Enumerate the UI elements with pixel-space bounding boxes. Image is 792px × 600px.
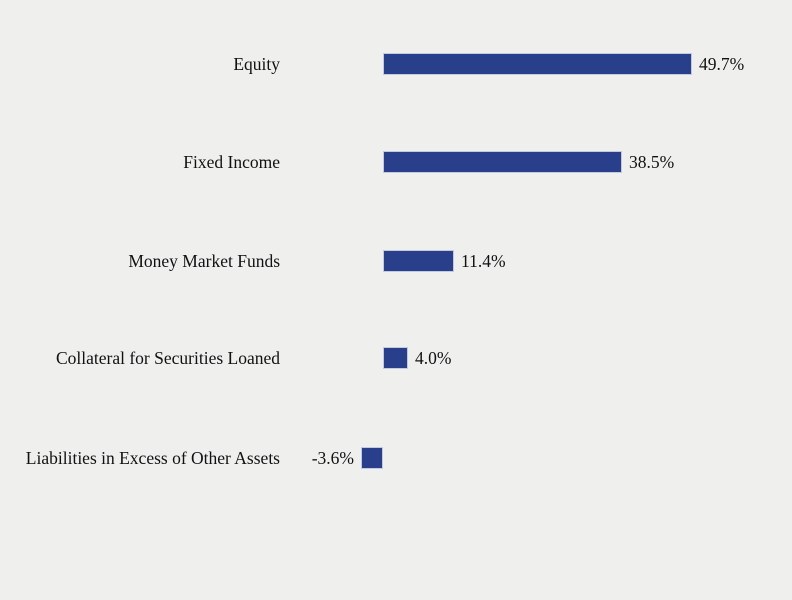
category-label: Fixed Income [183,152,280,172]
value-label: -3.6% [311,448,354,468]
bar-equity [383,53,692,75]
category-label: Money Market Funds [128,251,280,271]
value-label: 49.7% [699,54,745,74]
category-label: Liabilities in Excess of Other Assets [25,448,280,468]
value-label: 11.4% [461,251,506,271]
bar-liabilities-in-excess-of-other-assets [361,447,383,469]
category-label: Collateral for Securities Loaned [55,348,280,368]
chart-row-money-market-funds: Money Market Funds 11.4% [0,249,792,273]
bar-money-market-funds [383,250,454,272]
chart-row-liabilities-in-excess-of-other-assets: Liabilities in Excess of Other Assets -3… [0,446,792,470]
chart-row-equity: Equity 49.7% [0,52,792,76]
bar-fixed-income [383,151,622,173]
chart-row-collateral-for-securities-loaned: Collateral for Securities Loaned 4.0% [0,346,792,370]
bar-collateral-for-securities-loaned [383,347,408,369]
chart-row-fixed-income: Fixed Income 38.5% [0,150,792,174]
value-label: 4.0% [415,348,452,368]
category-label: Equity [233,54,280,74]
value-label: 38.5% [629,152,675,172]
